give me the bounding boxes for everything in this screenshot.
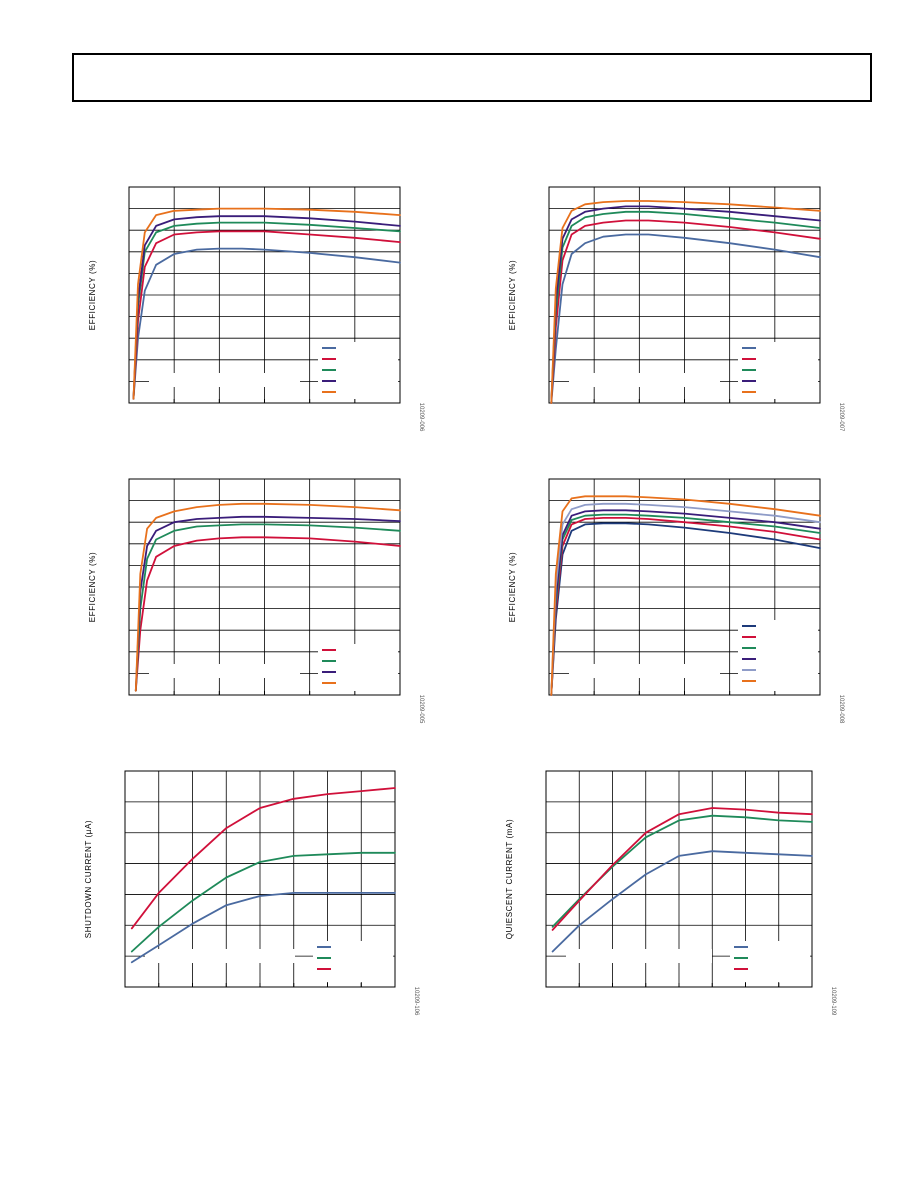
conditions-label-box: [149, 664, 300, 678]
series-line-1: [551, 850, 813, 953]
series-line-6: [550, 495, 821, 696]
series-line-5: [132, 207, 401, 400]
page-header-box: [72, 53, 872, 102]
series-line-1: [550, 233, 821, 404]
efficiency-chart-4: EFFICIENCY (%) 10209-008: [508, 478, 844, 724]
series-line-1: [132, 247, 401, 400]
series-line-1: [130, 892, 396, 964]
legend-box: [318, 644, 398, 696]
legend-box: [318, 342, 398, 405]
series-line-4: [134, 502, 401, 692]
series-line-5: [550, 200, 821, 404]
shutdown-current-chart: SHUTDOWN CURRENT (µA) 10209-106: [84, 770, 419, 1016]
y-axis-label: EFFICIENCY (%): [88, 260, 97, 330]
efficiency-chart-2: EFFICIENCY (%) 10209-007: [508, 186, 844, 432]
series-line-4: [132, 215, 401, 400]
figure-id: 10209-007: [838, 403, 844, 432]
figure-id: 10209-109: [830, 987, 836, 1016]
series-line-5: [550, 502, 821, 696]
series-line-3: [550, 210, 821, 404]
series-line-2: [132, 230, 401, 400]
conditions-label-box: [149, 373, 300, 387]
figure-id: 10209-008: [838, 695, 844, 724]
legend-box: [738, 342, 818, 405]
y-axis-label: EFFICIENCY (%): [508, 552, 517, 622]
figure-id: 10209-006: [418, 403, 424, 432]
series-line-2: [134, 523, 401, 692]
efficiency-chart-3: EFFICIENCY (%) 10209-005: [88, 478, 424, 724]
y-axis-label: EFFICIENCY (%): [88, 552, 97, 622]
legend-box: [738, 620, 818, 694]
figure-id: 10209-106: [413, 987, 419, 1016]
series-line-1: [134, 536, 401, 692]
series-line-3: [130, 787, 396, 930]
figure-id: 10209-005: [418, 695, 424, 724]
series-line-2: [130, 851, 396, 953]
y-axis-label: SHUTDOWN CURRENT (µA): [84, 820, 93, 938]
quiescent-current-chart: QUIESCENT CURRENT (mA) 10209-109: [505, 770, 836, 1016]
series-line-4: [550, 509, 821, 696]
series-line-2: [550, 219, 821, 404]
conditions-label-box: [569, 373, 720, 387]
series-line-3: [134, 515, 401, 692]
series-line-4: [550, 205, 821, 404]
y-axis-label: EFFICIENCY (%): [508, 260, 517, 330]
conditions-label-box: [569, 664, 720, 678]
efficiency-chart-1: EFFICIENCY (%) 10209-006: [88, 186, 424, 432]
series-line-3: [551, 807, 813, 931]
conditions-label-box: [145, 949, 295, 963]
y-axis-label: QUIESCENT CURRENT (mA): [505, 819, 514, 939]
conditions-label-box: [566, 949, 712, 963]
